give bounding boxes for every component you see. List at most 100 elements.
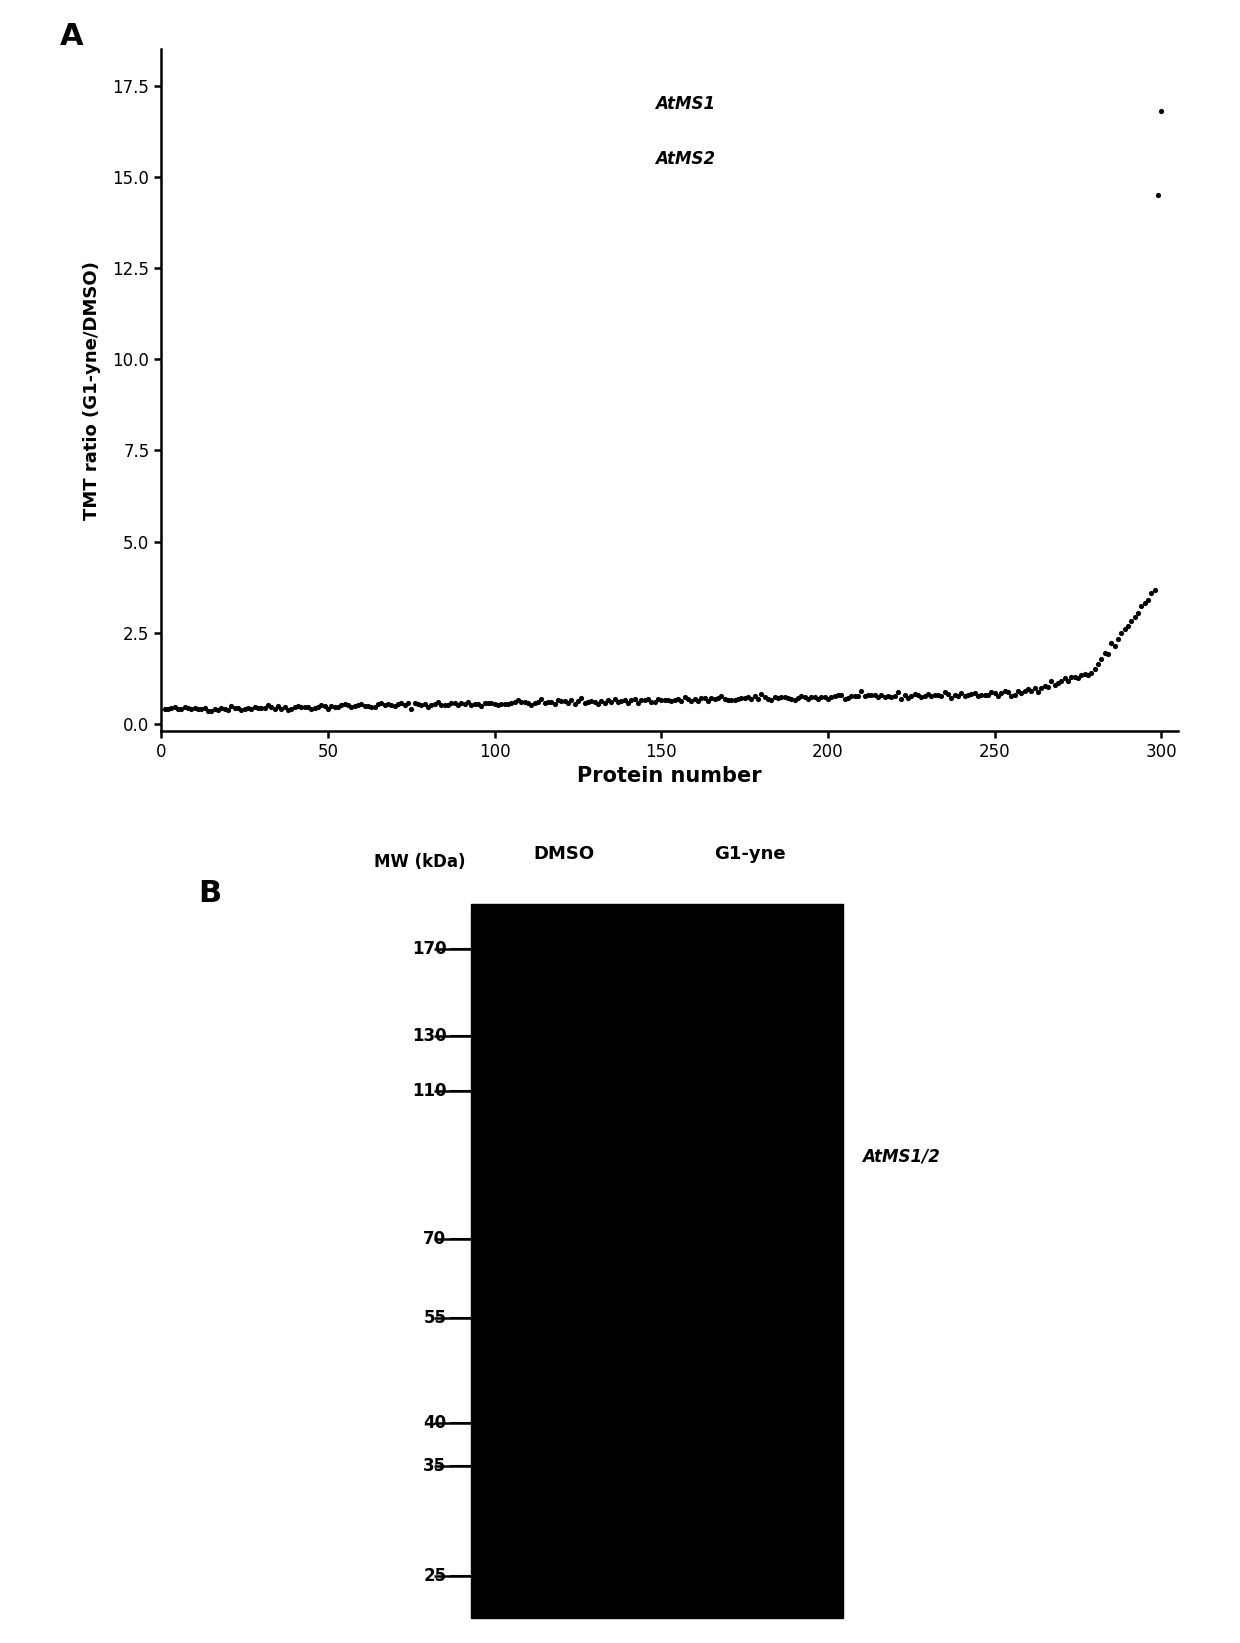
Point <box>935 679 955 705</box>
Point <box>971 682 991 708</box>
Point <box>828 682 848 708</box>
Point <box>1008 679 1028 705</box>
Point <box>625 685 645 711</box>
Point <box>544 690 564 716</box>
Point <box>728 685 748 711</box>
Point <box>1042 669 1061 695</box>
Point <box>461 692 481 718</box>
Point <box>968 683 988 710</box>
Point <box>248 695 268 721</box>
Point <box>854 682 874 708</box>
Point <box>858 682 878 708</box>
Y-axis label: TMT ratio (G1-yne/DMSO): TMT ratio (G1-yne/DMSO) <box>83 261 102 519</box>
Point <box>621 687 641 713</box>
Point <box>335 692 355 718</box>
Text: A: A <box>60 21 83 51</box>
Point <box>345 693 365 720</box>
Text: AtMS1/2: AtMS1/2 <box>862 1148 940 1167</box>
Point <box>252 695 272 721</box>
Point <box>578 688 598 715</box>
Point <box>874 683 894 710</box>
Point <box>808 685 828 711</box>
Point <box>1075 660 1095 687</box>
Point <box>811 683 831 710</box>
Point <box>451 690 471 716</box>
Point <box>412 692 432 718</box>
Point <box>1118 613 1138 639</box>
Point <box>511 690 531 716</box>
Point <box>525 690 544 716</box>
Point <box>928 682 947 708</box>
Point <box>895 682 915 708</box>
Point <box>471 692 491 718</box>
Point <box>418 695 438 721</box>
Point <box>508 687 528 713</box>
Point <box>775 683 795 710</box>
Point <box>799 687 818 713</box>
Point <box>458 688 477 715</box>
Point <box>825 683 844 710</box>
Point <box>965 680 985 706</box>
Point <box>864 682 884 708</box>
Point <box>915 683 935 710</box>
Point <box>262 695 281 721</box>
Point <box>718 687 738 713</box>
Point <box>554 688 574 715</box>
Point <box>218 697 238 723</box>
Point <box>568 688 588 715</box>
Point <box>311 692 331 718</box>
Point <box>981 679 1001 705</box>
Text: 55: 55 <box>423 1309 446 1328</box>
X-axis label: Protein number: Protein number <box>578 767 761 787</box>
Point <box>601 690 621 716</box>
Point <box>157 697 177 723</box>
Point <box>315 693 335 720</box>
Point <box>751 682 771 708</box>
Point <box>945 682 965 708</box>
Point <box>805 683 825 710</box>
Point <box>388 692 408 718</box>
Point <box>868 683 888 710</box>
Point <box>455 690 475 716</box>
Point <box>268 693 288 720</box>
Text: 70: 70 <box>423 1231 446 1249</box>
Point <box>215 697 234 723</box>
Point <box>404 690 424 716</box>
Point <box>781 685 801 711</box>
Point <box>528 688 548 715</box>
Point <box>308 693 327 720</box>
Point <box>552 688 572 715</box>
Point <box>1032 675 1052 702</box>
Point <box>1055 665 1075 692</box>
Point <box>611 688 631 715</box>
Point <box>1045 672 1065 698</box>
Point <box>608 688 627 715</box>
Point <box>585 688 605 715</box>
Point <box>649 687 668 713</box>
Point <box>1018 675 1038 702</box>
Point <box>668 687 688 713</box>
Point <box>441 690 461 716</box>
Point <box>491 690 511 716</box>
Point <box>582 688 601 715</box>
Point <box>694 685 714 711</box>
Point <box>432 692 451 718</box>
Point <box>325 693 345 720</box>
Point <box>758 687 777 713</box>
Point <box>872 682 892 708</box>
Point <box>598 687 618 713</box>
Point <box>518 690 538 716</box>
Point <box>558 690 578 716</box>
Point <box>188 697 208 723</box>
Point <box>645 688 665 715</box>
Point <box>765 683 785 710</box>
Point <box>941 685 961 711</box>
Point <box>358 693 378 720</box>
Point <box>771 683 791 710</box>
Point <box>835 685 854 711</box>
Point <box>978 682 998 708</box>
Point <box>639 687 658 713</box>
Point <box>155 695 175 721</box>
Point <box>1052 667 1071 693</box>
Point <box>651 687 671 713</box>
